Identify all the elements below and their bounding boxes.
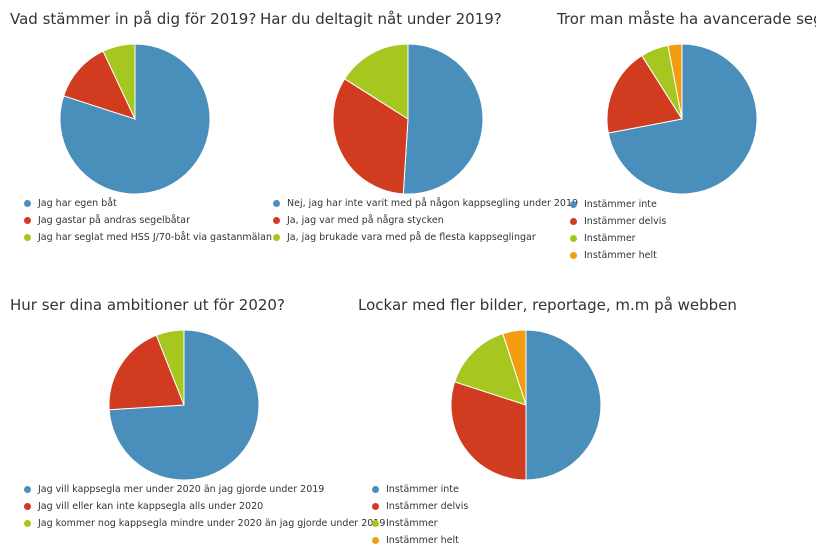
- legend-item[interactable]: Instämmer delvis: [372, 498, 468, 515]
- legend-item[interactable]: Instämmer delvis: [570, 213, 666, 230]
- pie-slice-4[interactable]: [667, 43, 683, 120]
- legend-label: Instämmer delvis: [386, 501, 469, 512]
- legend: Nej, jag har inte varit med på någon kap…: [273, 195, 578, 246]
- pie: [59, 43, 211, 195]
- legend: Instämmer inte Instämmer delvis Instämmer I…: [570, 196, 666, 264]
- legend-item[interactable]: Ja, jag var med på några stycken: [273, 212, 578, 229]
- pie-slice-1[interactable]: [402, 43, 484, 195]
- legend-swatch: [372, 537, 379, 544]
- pie-slice-4[interactable]: [502, 329, 527, 406]
- legend-item[interactable]: Jag vill kappsegla mer under 2020 än jag…: [24, 481, 385, 498]
- legend-item[interactable]: Instämmer inte: [570, 196, 666, 213]
- legend-label: Instämmer inte: [386, 484, 459, 495]
- pie-slice-3[interactable]: [155, 329, 185, 406]
- legend-item[interactable]: Jag har egen båt: [24, 195, 272, 212]
- legend-swatch: [372, 503, 379, 510]
- pie: [108, 329, 260, 481]
- legend-item[interactable]: Nej, jag har inte varit med på någon kap…: [273, 195, 578, 212]
- legend-swatch: [570, 252, 577, 259]
- legend-label: Jag gastar på andras segelbåtar: [38, 215, 190, 226]
- legend-label: Instämmer delvis: [584, 216, 667, 227]
- legend-swatch: [273, 217, 280, 224]
- legend-label: Jag har egen båt: [38, 198, 117, 209]
- legend-swatch: [24, 200, 31, 207]
- legend-label: Ja, jag var med på några stycken: [287, 215, 444, 226]
- legend: Jag vill kappsegla mer under 2020 än jag…: [24, 481, 385, 532]
- legend-item[interactable]: Jag kommer nog kappsegla mindre under 20…: [24, 515, 385, 532]
- pie-slice-1[interactable]: [525, 329, 602, 481]
- legend-item[interactable]: Instämmer inte: [372, 481, 468, 498]
- legend-swatch: [570, 201, 577, 208]
- pie: [332, 43, 484, 195]
- legend-swatch: [24, 234, 31, 241]
- pie: [450, 329, 602, 481]
- legend-label: Jag kommer nog kappsegla mindre under 20…: [38, 518, 386, 529]
- legend-swatch: [372, 486, 379, 493]
- legend-swatch: [24, 520, 31, 527]
- legend-swatch: [570, 235, 577, 242]
- legend-swatch: [24, 217, 31, 224]
- legend-item[interactable]: Jag gastar på andras segelbåtar: [24, 212, 272, 229]
- chart-title: Har du deltagit nåt under 2019?: [260, 10, 502, 28]
- legend-label: Instämmer: [386, 518, 438, 529]
- legend-item[interactable]: Jag vill eller kan inte kappsegla alls u…: [24, 498, 385, 515]
- chart-title: Vad stämmer in på dig för 2019?: [10, 10, 257, 28]
- legend-swatch: [24, 503, 31, 510]
- chart-title: Lockar med fler bilder, reportage, m.m p…: [358, 296, 737, 314]
- legend-item[interactable]: Instämmer: [570, 230, 666, 247]
- legend-swatch: [24, 486, 31, 493]
- pie-slice-2[interactable]: [108, 334, 185, 411]
- legend-item[interactable]: Ja, jag brukade vara med på de flesta ka…: [273, 229, 578, 246]
- legend: Jag har egen båt Jag gastar på andras seg…: [24, 195, 272, 246]
- legend-item[interactable]: Jag har seglat med HSS J/70-båt via gast…: [24, 229, 272, 246]
- legend-label: Instämmer helt: [584, 250, 657, 261]
- legend-label: Jag vill eller kan inte kappsegla alls u…: [38, 501, 264, 512]
- legend-label: Ja, jag brukade vara med på de flesta ka…: [287, 232, 536, 243]
- pie-slice-2[interactable]: [450, 381, 527, 481]
- legend-item[interactable]: Instämmer: [372, 515, 468, 532]
- legend-swatch: [273, 234, 280, 241]
- legend-label: Instämmer inte: [584, 199, 657, 210]
- pie-slice-3[interactable]: [343, 43, 409, 120]
- pie-slice-2[interactable]: [63, 50, 136, 120]
- legend-swatch: [372, 520, 379, 527]
- pie-slice-1[interactable]: [607, 43, 758, 195]
- chart-title: Tror man måste ha avancerade segel: [557, 10, 816, 28]
- chart-title: Hur ser dina ambitioner ut för 2020?: [10, 296, 285, 314]
- legend-item[interactable]: Instämmer helt: [372, 532, 468, 549]
- legend-label: Instämmer: [584, 233, 636, 244]
- pie: [606, 43, 758, 195]
- legend-item[interactable]: Instämmer helt: [570, 247, 666, 264]
- pie-slice-3[interactable]: [102, 43, 136, 120]
- legend-label: Nej, jag har inte varit med på någon kap…: [287, 198, 579, 209]
- legend-label: Jag vill kappsegla mer under 2020 än jag…: [38, 484, 325, 495]
- legend-swatch: [570, 218, 577, 225]
- legend-swatch: [273, 200, 280, 207]
- legend-label: Jag har seglat med HSS J/70-båt via gast…: [38, 232, 272, 243]
- pie-slice-2[interactable]: [606, 54, 683, 134]
- legend-label: Instämmer helt: [386, 535, 459, 546]
- legend: Instämmer inte Instämmer delvis Instämmer I…: [372, 481, 468, 549]
